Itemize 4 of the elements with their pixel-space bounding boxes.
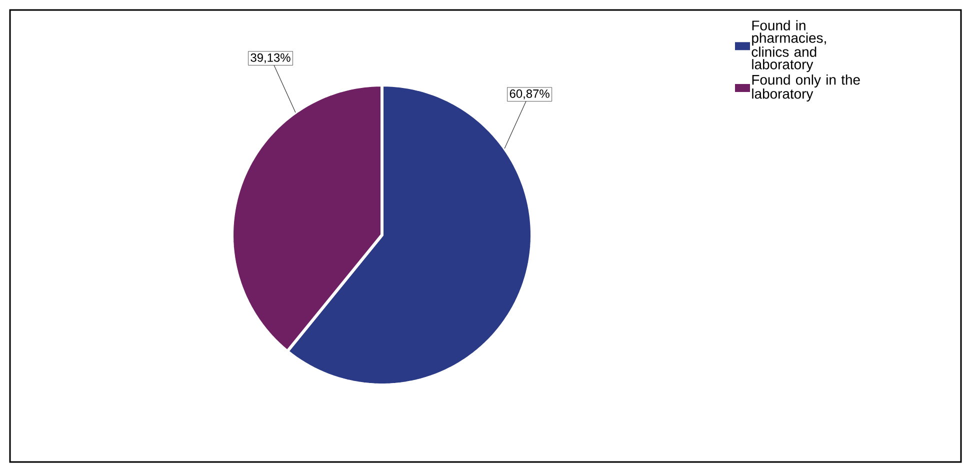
legend-label: Found in pharmacies, clinics and laboratory (752, 20, 826, 72)
data-label: 60,87% (510, 89, 550, 100)
data-label: 39,13% (250, 53, 290, 64)
legend-label: Found only in the laboratory (752, 74, 860, 102)
